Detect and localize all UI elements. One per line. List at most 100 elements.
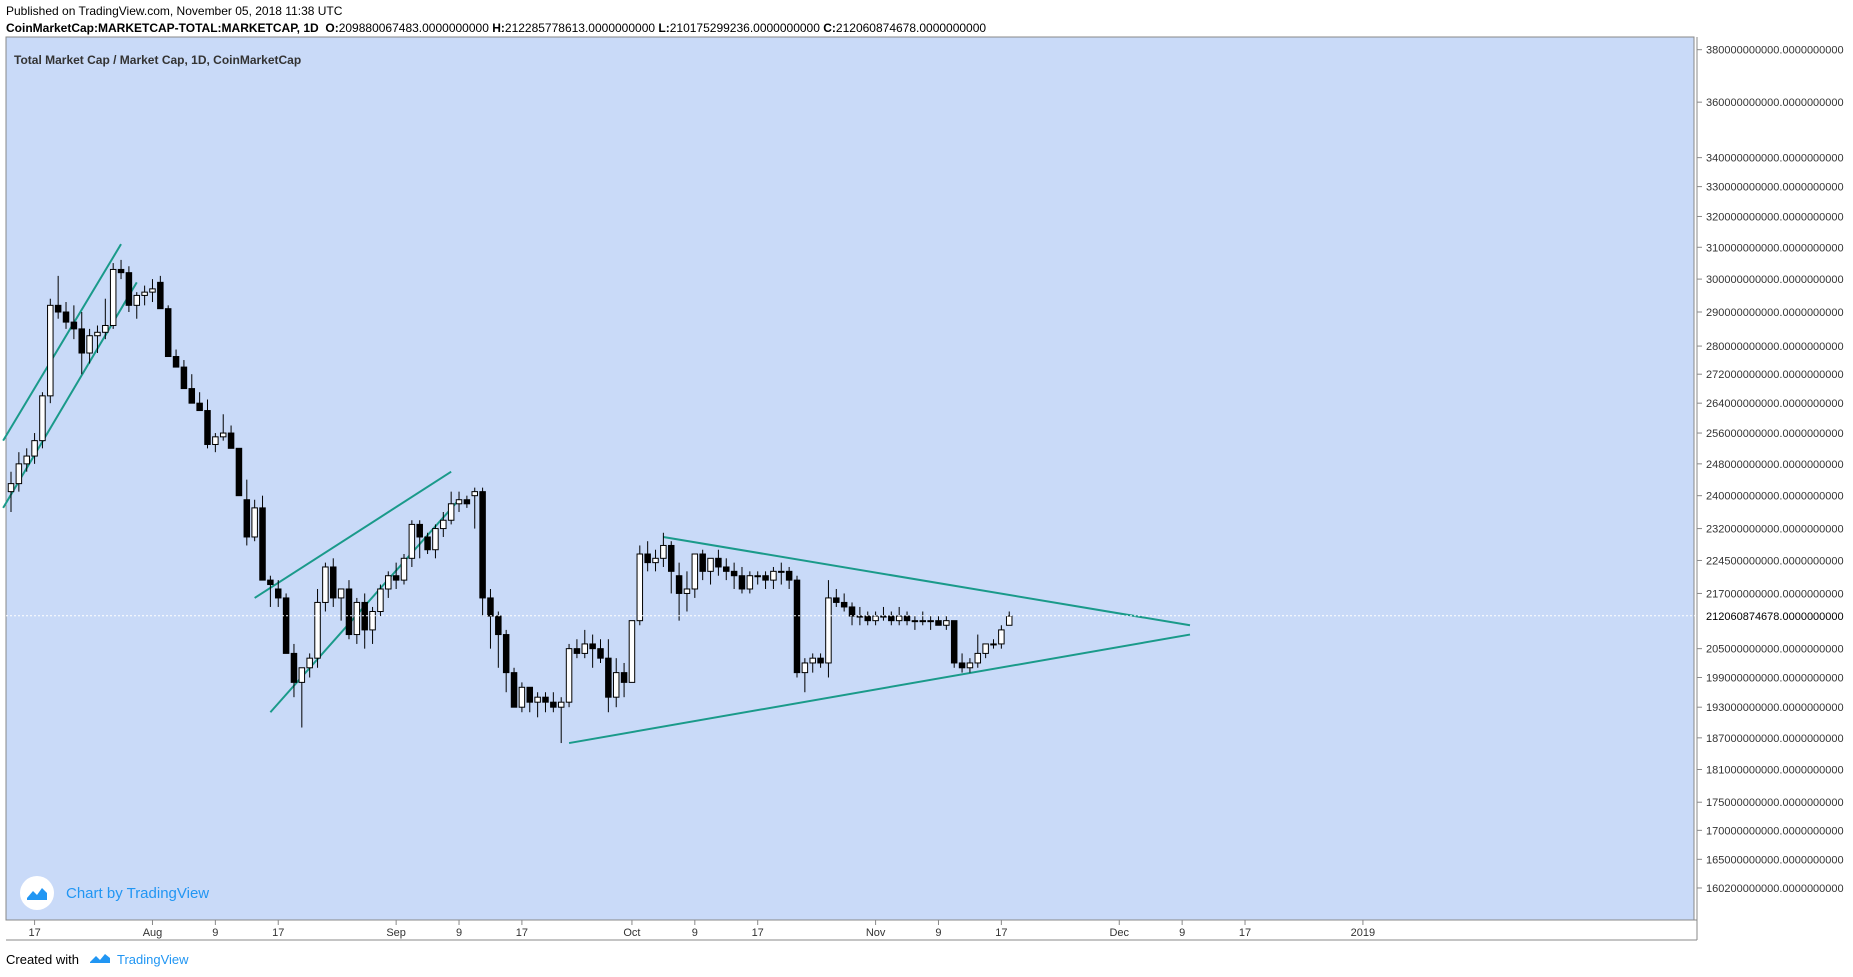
candle[interactable] <box>785 566 793 589</box>
candle[interactable] <box>377 584 384 617</box>
candle[interactable] <box>78 312 85 375</box>
candle[interactable] <box>817 653 824 668</box>
candle[interactable] <box>605 639 612 713</box>
trendline[interactable] <box>663 535 1191 627</box>
candle[interactable] <box>353 597 361 644</box>
candle[interactable] <box>125 266 133 313</box>
candle[interactable] <box>306 653 313 678</box>
candle[interactable] <box>770 566 777 589</box>
candle[interactable] <box>699 549 706 581</box>
candle[interactable] <box>70 305 78 340</box>
candle[interactable] <box>691 553 699 598</box>
trendline[interactable] <box>2 243 122 442</box>
candle[interactable] <box>86 328 93 364</box>
candle[interactable] <box>259 495 266 581</box>
candle[interactable] <box>526 686 534 713</box>
candle[interactable] <box>833 588 840 607</box>
candle[interactable] <box>581 629 589 659</box>
candle[interactable] <box>911 616 919 630</box>
candle[interactable] <box>94 325 101 354</box>
candle[interactable] <box>628 620 636 683</box>
x-axis[interactable]: 17 Aug 9 17 Sep 9 17 Oct 9 17 Nov 9 17 Dec 9 17 2019 <box>28 920 1375 939</box>
candle[interactable] <box>274 580 282 607</box>
candle[interactable] <box>660 532 667 567</box>
candle[interactable] <box>463 495 471 508</box>
candle[interactable] <box>39 392 46 449</box>
candle[interactable] <box>840 593 848 612</box>
candle[interactable] <box>235 447 243 497</box>
candle[interactable] <box>337 588 345 621</box>
candle[interactable] <box>589 634 596 668</box>
candle[interactable] <box>345 580 353 640</box>
candle[interactable] <box>715 549 722 576</box>
candle[interactable] <box>943 616 950 630</box>
candle[interactable] <box>385 571 392 598</box>
candle[interactable] <box>974 634 982 668</box>
candle[interactable] <box>440 511 447 537</box>
candle[interactable] <box>290 643 298 698</box>
candle[interactable] <box>573 639 581 659</box>
candle[interactable] <box>762 571 769 589</box>
plot-area[interactable] <box>5 36 1695 921</box>
candle[interactable] <box>848 602 856 626</box>
candle[interactable] <box>825 580 832 678</box>
candle[interactable] <box>754 571 761 585</box>
candle[interactable] <box>455 491 463 512</box>
candle[interactable] <box>267 575 274 607</box>
candle[interactable] <box>392 562 400 589</box>
candle[interactable] <box>149 279 156 303</box>
candle[interactable] <box>172 349 180 368</box>
candle[interactable] <box>809 653 816 673</box>
candle[interactable] <box>966 658 974 673</box>
candle[interactable] <box>282 593 290 654</box>
candle[interactable] <box>597 639 604 663</box>
candle[interactable] <box>330 558 337 607</box>
candle[interactable] <box>612 658 620 708</box>
candle[interactable] <box>400 554 408 585</box>
candle[interactable] <box>950 620 958 668</box>
candle[interactable] <box>982 643 989 659</box>
candle[interactable] <box>432 524 439 559</box>
candle[interactable] <box>746 571 754 594</box>
candle[interactable] <box>141 285 148 306</box>
candle[interactable] <box>408 520 416 567</box>
candle[interactable] <box>109 263 117 329</box>
candle[interactable] <box>298 667 306 728</box>
candle[interactable] <box>636 545 644 626</box>
candle[interactable] <box>243 479 251 546</box>
candle[interactable] <box>188 374 196 404</box>
candle[interactable] <box>675 562 683 621</box>
candle[interactable] <box>15 452 23 492</box>
tradingview-link[interactable]: TradingView <box>116 952 189 967</box>
candle[interactable] <box>958 653 966 673</box>
candle[interactable] <box>23 448 30 472</box>
candle[interactable] <box>652 549 659 572</box>
candle[interactable] <box>723 558 730 581</box>
candle[interactable] <box>219 414 227 441</box>
candle[interactable] <box>157 275 164 310</box>
candle[interactable] <box>322 562 329 612</box>
candle[interactable] <box>644 541 651 572</box>
candle[interactable] <box>251 499 258 542</box>
candle[interactable] <box>212 433 219 453</box>
candle[interactable] <box>424 532 431 555</box>
y-axis[interactable]: 380000000000.0000000000 360000000000.0000… <box>6 45 1853 895</box>
candle[interactable] <box>227 425 235 449</box>
candle[interactable] <box>1005 611 1013 626</box>
candle[interactable] <box>683 571 691 612</box>
trendline[interactable] <box>254 470 452 599</box>
candle[interactable] <box>479 487 486 617</box>
candle[interactable] <box>447 491 455 525</box>
candle[interactable] <box>314 588 321 668</box>
candle[interactable] <box>102 298 109 340</box>
candle[interactable] <box>620 662 628 698</box>
candle[interactable] <box>707 557 714 585</box>
candle[interactable] <box>935 616 942 626</box>
candle[interactable] <box>164 305 172 358</box>
candle[interactable] <box>502 629 510 693</box>
candle[interactable] <box>738 566 746 594</box>
candle[interactable] <box>62 302 70 329</box>
candle[interactable] <box>801 658 809 693</box>
candle[interactable] <box>180 360 188 390</box>
